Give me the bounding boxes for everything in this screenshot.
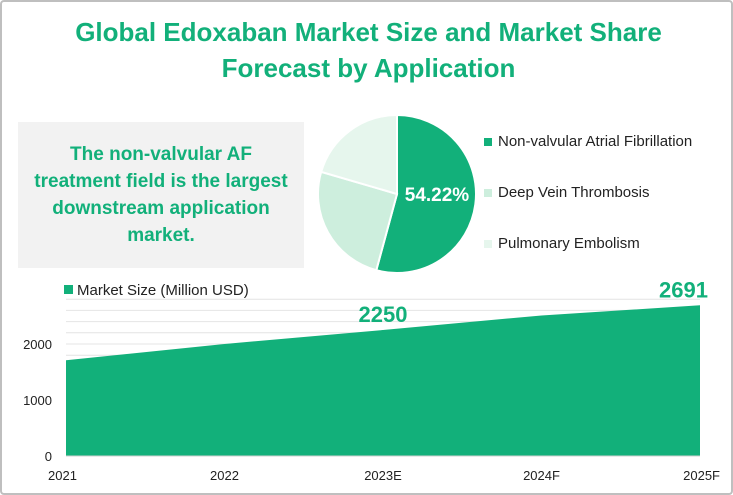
area-legend-label: Market Size (Million USD) [77,282,249,299]
callout-text: The non-valvular AF treatment field is t… [34,144,288,246]
pie-slice [375,113,477,274]
title-line-2: Forecast by Application [221,53,516,83]
x-tick-label: 2023E [364,468,402,483]
y-tick-label: 1000 [23,393,52,408]
pie-slice [317,170,399,272]
chart-title: Global Edoxaban Market Size and Market S… [2,14,731,86]
y-tick-label: 2000 [23,337,52,352]
x-tick-label: 2022 [210,468,239,483]
legend-item: Pulmonary Embolism [484,235,640,252]
pie-chart: 54.22% [317,113,477,274]
area-data-label: 2691 [659,277,708,302]
callout-box: The non-valvular AF treatment field is t… [18,122,304,268]
pie-data-label: 54.22% [405,185,470,206]
legend-label: Non-valvular Atrial Fibrillation [498,133,693,150]
pie-slice [319,113,398,196]
area-data-label: 2250 [359,302,408,327]
legend-item: Deep Vein Thrombosis [484,184,649,201]
legend-swatch [64,285,73,294]
legend-swatch [484,137,492,146]
area-chart: 0 1000 2000 2021 2022 2023E 2024F 2025F 2250 2691… [23,277,720,483]
area-series [66,305,700,456]
x-tick-label: 2021 [48,468,77,483]
title-line-1: Global Edoxaban Market Size and Market S… [75,17,662,47]
y-tick-label: 0 [45,449,52,464]
legend-swatch [484,239,492,248]
legend-label: Pulmonary Embolism [498,235,640,252]
legend-label: Deep Vein Thrombosis [498,184,650,201]
x-tick-label: 2024F [523,468,560,483]
x-tick-label: 2025F [683,468,720,483]
legend-swatch [484,188,492,197]
legend-item: Non-valvular Atrial Fibrillation [484,133,692,150]
